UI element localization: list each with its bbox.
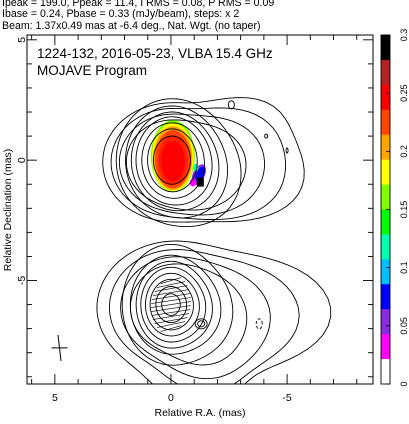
south-hatch-11 [156,321,186,328]
y-tick-label-0: 0 [16,157,28,163]
colorbar [380,34,391,385]
header-line-1: Ipeak = 199.0, Ppeak = 11.4, I RMS = 0.0… [2,0,275,9]
header-line-2: Ibase = 0.24, Pbase = 0.33 (mJy/beam), s… [2,8,240,21]
y-tick-label-5: 5 [16,37,28,43]
core-contour-4 [130,111,220,212]
x-tick-label--5: -5 [282,392,291,404]
polarization-knot-magenta [189,178,196,187]
colorbar-band-6 [381,184,390,210]
polarization-band-5 [160,141,185,182]
south-contour-7 [121,243,234,366]
contour-layer [96,97,332,384]
south-hatch-8 [151,309,191,316]
colorbar-label-0: 0 [399,381,409,386]
south-contour-5 [135,260,213,349]
y-tick-label--5: -5 [16,276,28,285]
south-hatch-5 [151,297,191,304]
south-contour-0 [161,293,181,316]
isolated-contour-a [227,100,235,110]
extras-layer [51,334,68,361]
south-contour-3 [144,272,200,337]
beam-major-axis [57,334,62,361]
plot-frame [26,34,374,385]
isolated-contour-b [264,133,269,139]
header-line-3: Beam: 1.37x0.49 mas at -6.4 deg., Nat. W… [2,19,261,32]
south-knot-a [194,318,208,330]
colorbar-label-5: 0.25 [399,84,409,102]
axis-ticks [27,35,373,384]
chart-subtitle: MOJAVE Program [37,63,147,78]
south-hatch-7 [151,305,191,312]
south-hatch-0 [160,277,182,284]
x-axis-label: Relative R.A. (mas) [154,407,245,419]
core-contour-3 [135,116,213,206]
south-hatch-2 [154,285,188,292]
colorbar-band-5 [381,159,390,186]
colorbar-label-3: 0.15 [399,201,409,219]
core-contour-1 [147,128,198,193]
colorbar-label-4: 0.2 [399,145,409,158]
core-contour-0 [152,135,192,185]
south-hatch-6 [150,301,192,308]
south-outer-contour-0 [129,263,248,366]
south-outer-contour-3 [96,240,332,384]
colorbar-band-0 [381,35,390,61]
y-axis-label: Relative Declination (mas) [2,149,14,272]
core-jet-contour-0 [125,119,247,211]
isolated-contour-c [285,147,289,154]
core-jet-contour-2 [110,107,286,220]
polarization-layer [150,120,206,193]
colorbar-band-4 [381,134,390,161]
south-outer-contour-1 [120,256,271,380]
south-hatch-12 [160,325,182,332]
south-hatch-3 [152,289,190,296]
colorbar-band-12 [381,334,390,360]
colorbar-label-2: 0.1 [399,261,409,274]
south-outer-contour-2 [109,249,300,384]
south-hatch-9 [152,313,190,320]
core-jet-contour-3 [102,97,305,223]
colorbar-band-7 [381,209,390,235]
south-knot-b [197,320,206,328]
colorbar-label-6: 0.3 [399,29,409,42]
chart-title: 1224-132, 2016-05-23, VLBA 15.4 GHz [37,46,273,61]
colorbar-labels: 0 0.05 0.1 0.15 0.2 0.25 0.3 [399,29,409,387]
colorbar-label-1: 0.05 [399,317,409,335]
south-hatch-1 [156,281,186,288]
colorbar-band-1 [381,59,390,86]
south-knot-dashed [255,318,263,330]
colorbar-ticks [386,34,390,385]
x-tick-label-5: 5 [52,392,58,404]
axis-tick-labels: 5 0 -5 5 0 -5 [16,37,292,404]
colorbar-band-13 [381,359,390,385]
header: Ipeak = 199.0, Ppeak = 11.4, I RMS = 0.0… [2,0,407,32]
colorbar-band-9 [381,259,390,285]
south-contour-4 [140,266,207,343]
core-contour-2 [141,122,205,199]
colorbar-band-11 [381,309,390,335]
south-hatch-4 [151,293,191,300]
x-tick-label-0: 0 [168,392,174,404]
south-contour-1 [155,286,188,324]
colorbar-band-8 [381,234,390,260]
colorbar-band-3 [381,109,390,136]
south-hatch-10 [154,317,188,324]
core-jet-contour-1 [118,113,266,216]
core-contour-6 [115,98,242,228]
colorbar-band-10 [381,284,390,310]
colorbar-band-2 [381,84,390,111]
